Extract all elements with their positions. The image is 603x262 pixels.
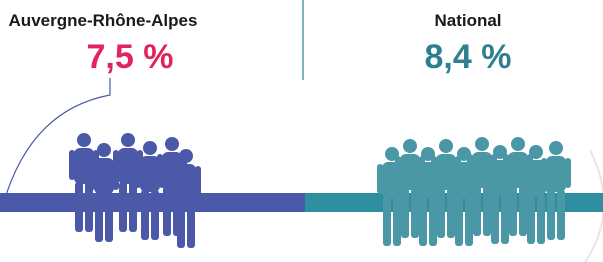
right-crowd <box>377 137 571 246</box>
region-label: Auvergne-Rhône-Alpes <box>9 11 198 30</box>
left-crowd <box>69 133 201 248</box>
infographic: Auvergne-Rhône-Alpes 7,5 % National 8,4 … <box>0 0 603 262</box>
national-label: National <box>434 11 501 30</box>
region-value: 7,5 % <box>87 38 174 76</box>
national-value: 8,4 % <box>425 38 512 76</box>
page: Auvergne-Rhône-Alpes 7,5 % National 8,4 … <box>0 0 603 262</box>
